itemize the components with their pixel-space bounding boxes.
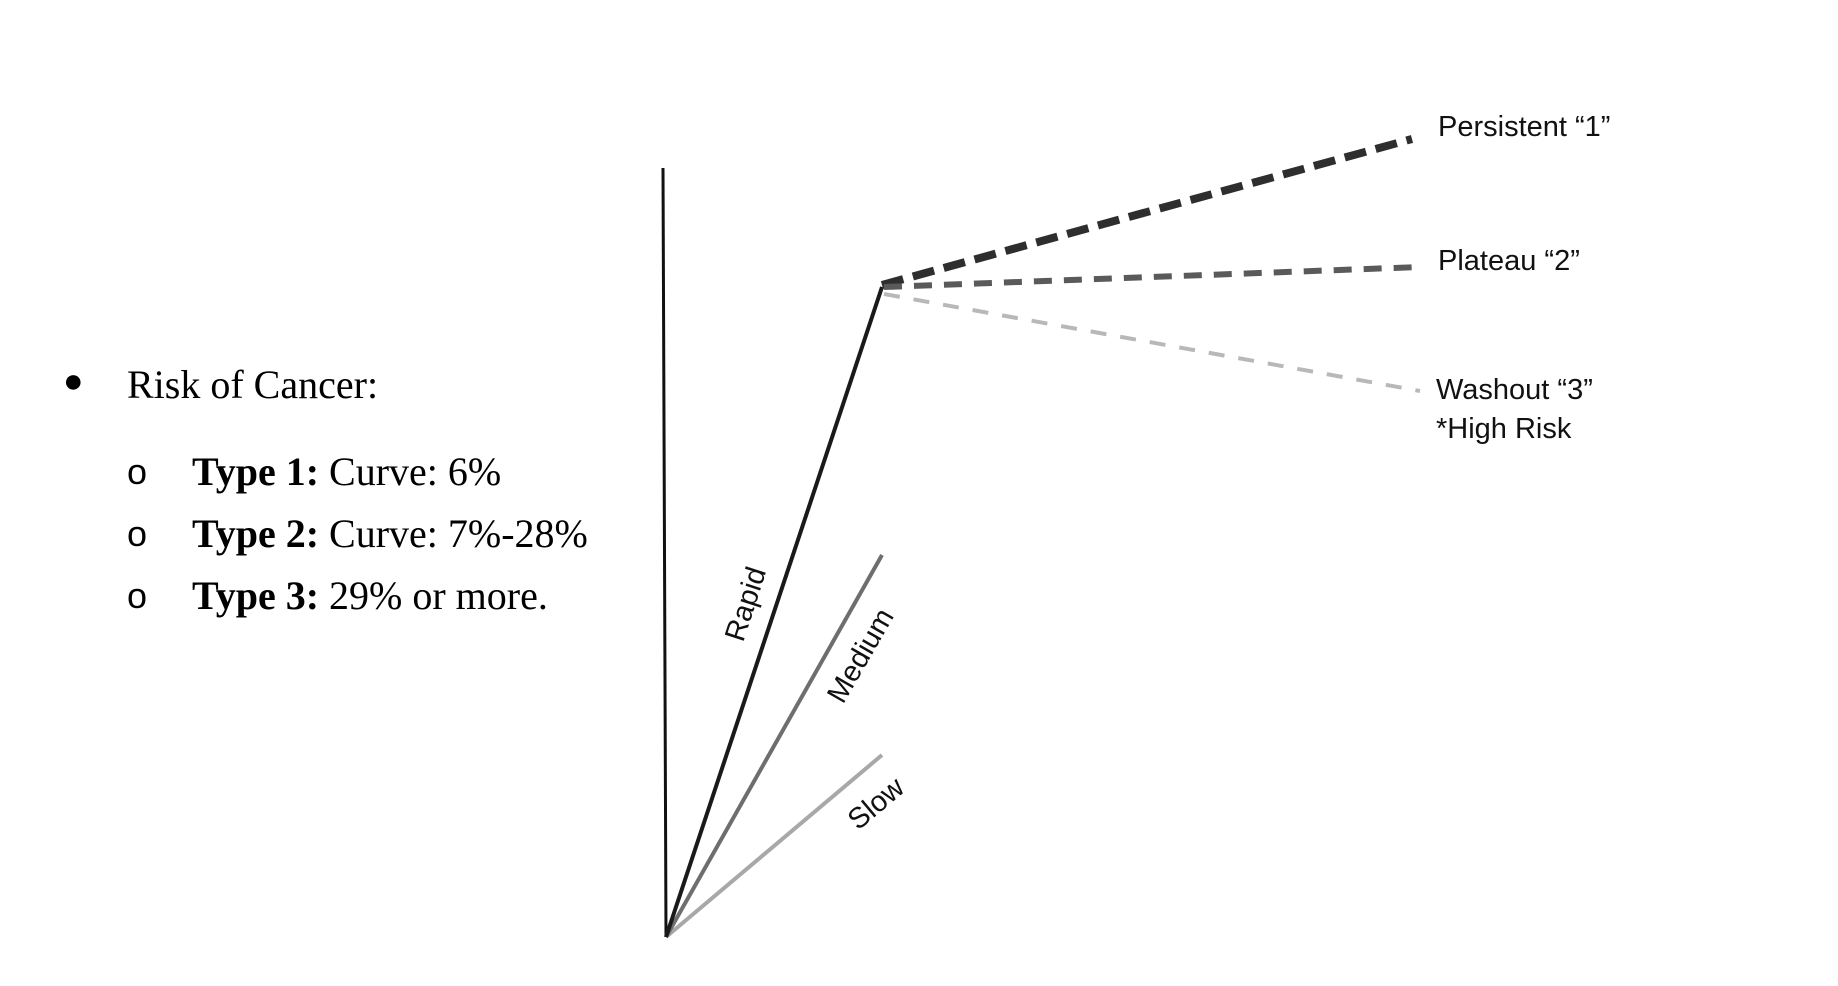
risk-type-item: o Type 1: Curve: 6% — [55, 441, 655, 503]
high-risk-note: *High Risk — [1436, 413, 1572, 445]
washout-curve — [883, 292, 1421, 393]
slow-uptake-line — [664, 753, 884, 939]
rapid-uptake-line — [664, 286, 884, 938]
risk-type-text: 29% or more. — [319, 573, 548, 618]
medium-uptake-line — [664, 554, 884, 938]
risk-type-item: o Type 3: 29% or more. — [55, 565, 655, 627]
plateau-curve — [883, 264, 1421, 290]
risk-type-list: o Type 1: Curve: 6% o Type 2: Curve: 7%-… — [55, 441, 655, 627]
washout-label: Washout “3” — [1436, 374, 1593, 406]
vertical-axis — [661, 167, 668, 938]
risk-type-item: o Type 2: Curve: 7%-28% — [55, 503, 655, 565]
risk-type-text: Curve: 6% — [319, 449, 502, 494]
plateau-label: Plateau “2” — [1438, 245, 1580, 277]
risk-type-label: Type 3: — [192, 573, 320, 618]
risk-type-label: Type 2: — [192, 511, 320, 556]
risk-heading: Risk of Cancer: — [127, 362, 379, 407]
medium-label: Medium — [821, 603, 900, 708]
bullet-dot-icon: ● — [63, 362, 84, 400]
risk-type-label: Type 1: — [192, 449, 320, 494]
risk-heading-item: ● Risk of Cancer: — [55, 355, 655, 415]
persistent-label: Persistent “1” — [1438, 111, 1610, 143]
sub-bullet-icon: o — [127, 451, 148, 492]
persistent-curve — [880, 135, 1414, 289]
sub-bullet-icon: o — [127, 575, 148, 616]
sub-bullet-icon: o — [127, 513, 148, 554]
risk-type-text: Curve: 7%-28% — [319, 511, 588, 556]
risk-of-cancer-list: ● Risk of Cancer: o Type 1: Curve: 6% o … — [55, 355, 655, 627]
